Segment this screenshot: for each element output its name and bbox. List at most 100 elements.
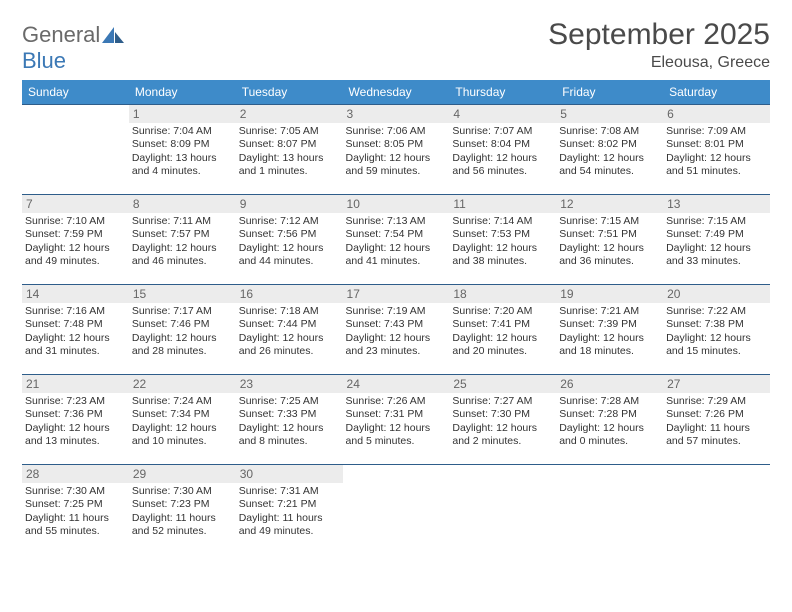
calendar-week-row: 14Sunrise: 7:16 AMSunset: 7:48 PMDayligh… <box>22 285 770 375</box>
sunset-text: Sunset: 7:41 PM <box>452 318 553 331</box>
calendar-table: SundayMondayTuesdayWednesdayThursdayFrid… <box>22 80 770 555</box>
daylight-text: Daylight: 11 hours and 57 minutes. <box>666 422 767 448</box>
calendar-cell <box>22 105 129 195</box>
logo-sail-icon <box>102 27 124 48</box>
cell-body: Sunrise: 7:16 AMSunset: 7:48 PMDaylight:… <box>22 303 129 362</box>
calendar-cell: 22Sunrise: 7:24 AMSunset: 7:34 PMDayligh… <box>129 375 236 465</box>
sunset-text: Sunset: 7:30 PM <box>452 408 553 421</box>
sunrise-text: Sunrise: 7:24 AM <box>132 395 233 408</box>
calendar-cell <box>663 465 770 555</box>
sunrise-text: Sunrise: 7:07 AM <box>452 125 553 138</box>
daylight-text: Daylight: 12 hours and 13 minutes. <box>25 422 126 448</box>
calendar-header-row: SundayMondayTuesdayWednesdayThursdayFrid… <box>22 80 770 105</box>
sunrise-text: Sunrise: 7:26 AM <box>346 395 447 408</box>
cell-body: Sunrise: 7:17 AMSunset: 7:46 PMDaylight:… <box>129 303 236 362</box>
sunrise-text: Sunrise: 7:18 AM <box>239 305 340 318</box>
cell-body: Sunrise: 7:27 AMSunset: 7:30 PMDaylight:… <box>449 393 556 452</box>
daylight-text: Daylight: 12 hours and 2 minutes. <box>452 422 553 448</box>
cell-body: Sunrise: 7:29 AMSunset: 7:26 PMDaylight:… <box>663 393 770 452</box>
daylight-text: Daylight: 12 hours and 59 minutes. <box>346 152 447 178</box>
calendar-cell <box>556 465 663 555</box>
cell-body: Sunrise: 7:08 AMSunset: 8:02 PMDaylight:… <box>556 123 663 182</box>
daylight-text: Daylight: 12 hours and 15 minutes. <box>666 332 767 358</box>
day-number: 17 <box>343 285 450 303</box>
sunrise-text: Sunrise: 7:04 AM <box>132 125 233 138</box>
day-number: 24 <box>343 375 450 393</box>
calendar-cell: 5Sunrise: 7:08 AMSunset: 8:02 PMDaylight… <box>556 105 663 195</box>
cell-body: Sunrise: 7:30 AMSunset: 7:23 PMDaylight:… <box>129 483 236 542</box>
calendar-cell: 19Sunrise: 7:21 AMSunset: 7:39 PMDayligh… <box>556 285 663 375</box>
cell-body: Sunrise: 7:22 AMSunset: 7:38 PMDaylight:… <box>663 303 770 362</box>
logo-text-blue: Blue <box>22 48 66 73</box>
sunrise-text: Sunrise: 7:25 AM <box>239 395 340 408</box>
daylight-text: Daylight: 12 hours and 0 minutes. <box>559 422 660 448</box>
calendar-cell: 9Sunrise: 7:12 AMSunset: 7:56 PMDaylight… <box>236 195 343 285</box>
day-number: 9 <box>236 195 343 213</box>
calendar-cell: 16Sunrise: 7:18 AMSunset: 7:44 PMDayligh… <box>236 285 343 375</box>
cell-body: Sunrise: 7:19 AMSunset: 7:43 PMDaylight:… <box>343 303 450 362</box>
daylight-text: Daylight: 12 hours and 38 minutes. <box>452 242 553 268</box>
day-number: 26 <box>556 375 663 393</box>
day-number: 7 <box>22 195 129 213</box>
day-number: 28 <box>22 465 129 483</box>
column-header: Monday <box>129 80 236 105</box>
calendar-cell: 20Sunrise: 7:22 AMSunset: 7:38 PMDayligh… <box>663 285 770 375</box>
sunset-text: Sunset: 7:51 PM <box>559 228 660 241</box>
cell-body: Sunrise: 7:25 AMSunset: 7:33 PMDaylight:… <box>236 393 343 452</box>
column-header: Thursday <box>449 80 556 105</box>
sunrise-text: Sunrise: 7:30 AM <box>132 485 233 498</box>
sunset-text: Sunset: 7:34 PM <box>132 408 233 421</box>
daylight-text: Daylight: 11 hours and 52 minutes. <box>132 512 233 538</box>
calendar-cell: 1Sunrise: 7:04 AMSunset: 8:09 PMDaylight… <box>129 105 236 195</box>
cell-body: Sunrise: 7:28 AMSunset: 7:28 PMDaylight:… <box>556 393 663 452</box>
calendar-cell: 12Sunrise: 7:15 AMSunset: 7:51 PMDayligh… <box>556 195 663 285</box>
day-number: 2 <box>236 105 343 123</box>
calendar-cell: 14Sunrise: 7:16 AMSunset: 7:48 PMDayligh… <box>22 285 129 375</box>
cell-body: Sunrise: 7:07 AMSunset: 8:04 PMDaylight:… <box>449 123 556 182</box>
daylight-text: Daylight: 12 hours and 18 minutes. <box>559 332 660 358</box>
title-block: September 2025 Eleousa, Greece <box>548 18 770 72</box>
day-number: 30 <box>236 465 343 483</box>
sunrise-text: Sunrise: 7:17 AM <box>132 305 233 318</box>
daylight-text: Daylight: 12 hours and 36 minutes. <box>559 242 660 268</box>
calendar-week-row: 7Sunrise: 7:10 AMSunset: 7:59 PMDaylight… <box>22 195 770 285</box>
sunset-text: Sunset: 7:56 PM <box>239 228 340 241</box>
sunset-text: Sunset: 7:44 PM <box>239 318 340 331</box>
sunset-text: Sunset: 7:43 PM <box>346 318 447 331</box>
sunset-text: Sunset: 8:09 PM <box>132 138 233 151</box>
cell-body: Sunrise: 7:06 AMSunset: 8:05 PMDaylight:… <box>343 123 450 182</box>
day-number: 14 <box>22 285 129 303</box>
column-header: Friday <box>556 80 663 105</box>
cell-body: Sunrise: 7:10 AMSunset: 7:59 PMDaylight:… <box>22 213 129 272</box>
calendar-cell: 7Sunrise: 7:10 AMSunset: 7:59 PMDaylight… <box>22 195 129 285</box>
daylight-text: Daylight: 12 hours and 49 minutes. <box>25 242 126 268</box>
day-number: 1 <box>129 105 236 123</box>
column-header: Tuesday <box>236 80 343 105</box>
logo: General Blue <box>22 22 124 74</box>
location: Eleousa, Greece <box>548 54 770 72</box>
day-number: 16 <box>236 285 343 303</box>
column-header: Sunday <box>22 80 129 105</box>
sunrise-text: Sunrise: 7:05 AM <box>239 125 340 138</box>
sunrise-text: Sunrise: 7:14 AM <box>452 215 553 228</box>
daylight-text: Daylight: 12 hours and 46 minutes. <box>132 242 233 268</box>
calendar-cell: 25Sunrise: 7:27 AMSunset: 7:30 PMDayligh… <box>449 375 556 465</box>
sunset-text: Sunset: 8:02 PM <box>559 138 660 151</box>
calendar-cell: 17Sunrise: 7:19 AMSunset: 7:43 PMDayligh… <box>343 285 450 375</box>
calendar-cell: 18Sunrise: 7:20 AMSunset: 7:41 PMDayligh… <box>449 285 556 375</box>
sunrise-text: Sunrise: 7:11 AM <box>132 215 233 228</box>
sunrise-text: Sunrise: 7:10 AM <box>25 215 126 228</box>
calendar-cell: 23Sunrise: 7:25 AMSunset: 7:33 PMDayligh… <box>236 375 343 465</box>
day-number: 8 <box>129 195 236 213</box>
sunrise-text: Sunrise: 7:20 AM <box>452 305 553 318</box>
sunrise-text: Sunrise: 7:06 AM <box>346 125 447 138</box>
sunset-text: Sunset: 8:01 PM <box>666 138 767 151</box>
daylight-text: Daylight: 12 hours and 10 minutes. <box>132 422 233 448</box>
cell-body: Sunrise: 7:04 AMSunset: 8:09 PMDaylight:… <box>129 123 236 182</box>
day-number: 21 <box>22 375 129 393</box>
calendar-cell: 28Sunrise: 7:30 AMSunset: 7:25 PMDayligh… <box>22 465 129 555</box>
day-number: 23 <box>236 375 343 393</box>
daylight-text: Daylight: 12 hours and 5 minutes. <box>346 422 447 448</box>
calendar-cell: 15Sunrise: 7:17 AMSunset: 7:46 PMDayligh… <box>129 285 236 375</box>
sunset-text: Sunset: 7:48 PM <box>25 318 126 331</box>
